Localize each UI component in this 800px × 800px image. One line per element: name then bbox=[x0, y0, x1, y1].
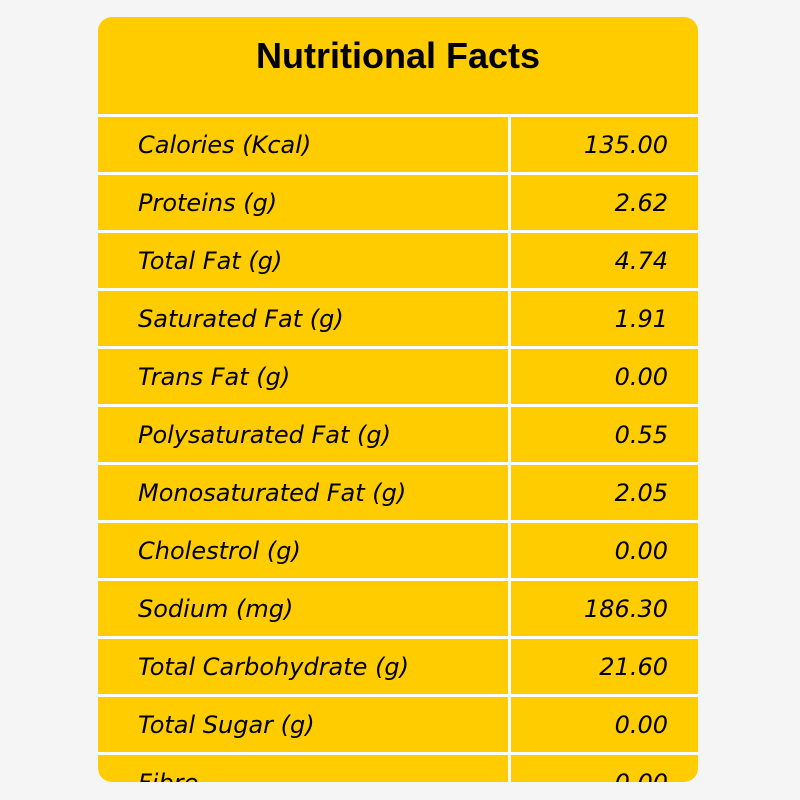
row-label: Fibre bbox=[138, 755, 198, 782]
row-value: 2.62 bbox=[614, 188, 668, 217]
row-value: 135.00 bbox=[584, 130, 668, 159]
table-row-total-carbohydrate: Total Carbohydrate (g) 21.60 bbox=[98, 636, 698, 694]
table-row-proteins: Proteins (g) 2.62 bbox=[98, 172, 698, 230]
table-row-saturated-fat: Saturated Fat (g) 1.91 bbox=[98, 288, 698, 346]
column-divider bbox=[508, 581, 511, 636]
row-value: 0.00 bbox=[615, 755, 668, 782]
nutrition-table: Calories (Kcal) 135.00 Proteins (g) 2.62… bbox=[98, 114, 698, 782]
table-row-trans-fat: Trans Fat (g) 0.00 bbox=[98, 346, 698, 404]
row-label: Cholestrol (g) bbox=[138, 536, 301, 565]
row-label: Saturated Fat (g) bbox=[138, 304, 344, 333]
row-label: Polysaturated Fat (g) bbox=[138, 420, 391, 449]
column-divider bbox=[508, 639, 511, 694]
table-row-polysaturated-fat: Polysaturated Fat (g) 0.55 bbox=[98, 404, 698, 462]
nutrition-facts-title: Nutritional Facts bbox=[255, 34, 541, 76]
row-value: 4.74 bbox=[614, 246, 668, 275]
row-value: 0.00 bbox=[614, 536, 668, 565]
row-value: 1.91 bbox=[614, 304, 668, 333]
table-row-total-sugar: Total Sugar (g) 0.00 bbox=[98, 694, 698, 752]
row-label: Total Sugar (g) bbox=[138, 710, 315, 739]
row-label: Monosaturated Fat (g) bbox=[138, 478, 407, 507]
row-value: 2.05 bbox=[614, 478, 668, 507]
table-row-monosaturated-fat: Monosaturated Fat (g) 2.05 bbox=[98, 462, 698, 520]
row-value: 0.00 bbox=[614, 710, 668, 739]
column-divider bbox=[508, 523, 511, 578]
column-divider bbox=[508, 755, 511, 782]
row-value: 21.60 bbox=[599, 652, 668, 681]
column-divider bbox=[508, 233, 511, 288]
column-divider bbox=[508, 175, 511, 230]
row-value: 0.55 bbox=[614, 420, 668, 449]
row-value: 0.00 bbox=[614, 362, 668, 391]
column-divider bbox=[508, 465, 511, 520]
column-divider bbox=[508, 349, 511, 404]
row-value: 186.30 bbox=[584, 594, 668, 623]
row-label: Total Fat (g) bbox=[138, 246, 283, 275]
column-divider bbox=[508, 291, 511, 346]
column-divider bbox=[508, 117, 511, 172]
table-row-cholestrol: Cholestrol (g) 0.00 bbox=[98, 520, 698, 578]
row-label: Proteins (g) bbox=[138, 188, 278, 217]
nutrition-facts-card: Nutritional Facts Calories (Kcal) 135.00… bbox=[98, 17, 698, 782]
table-row-sodium: Sodium (mg) 186.30 bbox=[98, 578, 698, 636]
row-label: Trans Fat (g) bbox=[138, 362, 291, 391]
column-divider bbox=[508, 407, 511, 462]
row-label: Calories (Kcal) bbox=[138, 130, 312, 159]
row-label: Total Carbohydrate (g) bbox=[138, 652, 410, 681]
table-row-total-fat: Total Fat (g) 4.74 bbox=[98, 230, 698, 288]
table-row-fibre: Fibre 0.00 bbox=[98, 752, 698, 782]
table-row-calories: Calories (Kcal) 135.00 bbox=[98, 114, 698, 172]
column-divider bbox=[508, 697, 511, 752]
row-label: Sodium (mg) bbox=[138, 594, 294, 623]
